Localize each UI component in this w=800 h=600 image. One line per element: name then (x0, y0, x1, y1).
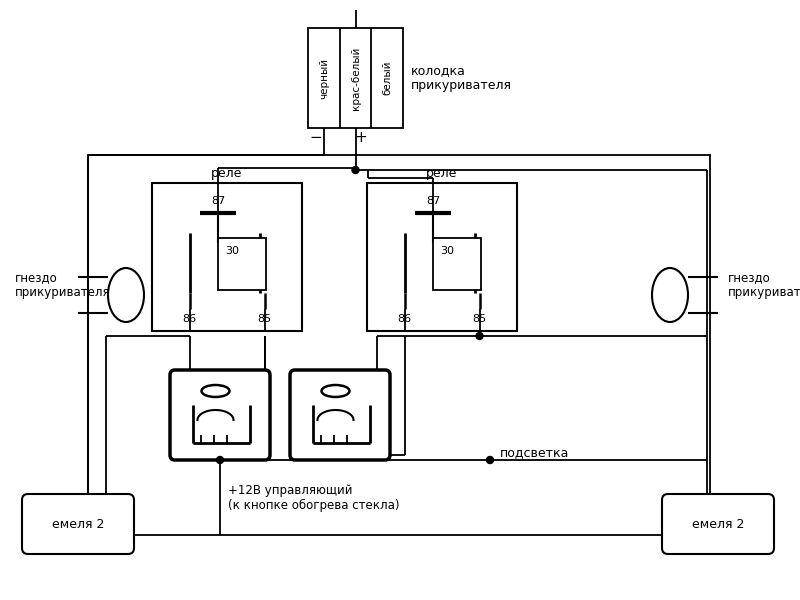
Ellipse shape (108, 268, 144, 322)
Bar (218, 238, 266, 290)
Ellipse shape (202, 385, 230, 397)
Bar (367, 183, 517, 331)
Text: 85: 85 (473, 314, 486, 324)
Circle shape (217, 457, 223, 463)
Text: 85: 85 (258, 314, 271, 324)
Bar (308, 28, 403, 128)
Text: 86: 86 (398, 314, 411, 324)
Text: 30: 30 (440, 246, 454, 256)
Text: белый: белый (382, 61, 392, 95)
Text: реле: реле (426, 166, 458, 179)
Text: реле: реле (211, 166, 242, 179)
Bar (152, 183, 302, 331)
Text: емеля 2: емеля 2 (692, 517, 744, 530)
Circle shape (486, 457, 494, 463)
Circle shape (476, 332, 483, 340)
Text: емеля 2: емеля 2 (52, 517, 104, 530)
Ellipse shape (322, 385, 350, 397)
Text: −: − (310, 130, 322, 145)
Bar (88, 155, 710, 535)
Text: подсветка: подсветка (500, 446, 570, 460)
Text: 87: 87 (211, 196, 225, 206)
Text: +12В управляющий
(к кнопке обогрева стекла): +12В управляющий (к кнопке обогрева стек… (228, 484, 399, 512)
Text: крас-белый: крас-белый (350, 46, 361, 110)
FancyBboxPatch shape (22, 494, 134, 554)
Text: черный: черный (319, 58, 329, 98)
Circle shape (352, 166, 359, 173)
FancyBboxPatch shape (662, 494, 774, 554)
Text: колодка
прикуривателя: колодка прикуривателя (411, 64, 512, 92)
Ellipse shape (652, 268, 688, 322)
Text: гнездо
прикуривателя: гнездо прикуривателя (728, 271, 800, 299)
FancyBboxPatch shape (290, 370, 390, 460)
Text: +: + (354, 130, 367, 145)
Text: 87: 87 (426, 196, 440, 206)
Text: гнездо
прикуривателя: гнездо прикуривателя (15, 271, 110, 299)
Bar (433, 238, 481, 290)
FancyBboxPatch shape (170, 370, 270, 460)
Text: 30: 30 (225, 246, 239, 256)
Text: 86: 86 (182, 314, 197, 324)
